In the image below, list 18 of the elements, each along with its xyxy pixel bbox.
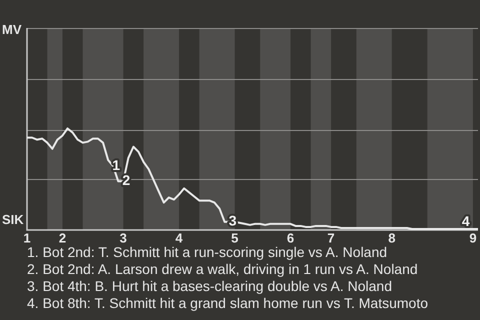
x-tick-label: 9 (469, 230, 477, 246)
x-tick-label: 1 (23, 230, 31, 246)
text: 3. Bot 4th: B. Hurt hit a bases-clearing double vs A. Noland (27, 278, 393, 295)
x-tick-label: 7 (327, 230, 335, 246)
text: 4. Bot 8th: T. Schmitt hit a grand slam home run vs T. Matsumoto (27, 295, 428, 312)
text: 2. Bot 2nd: A. Larson drew a walk, driving in 1 run vs A. Noland (27, 261, 419, 278)
x-tick-label: 8 (388, 230, 396, 246)
x-tick-label: 4 (175, 230, 184, 246)
annotation: 4 (462, 212, 470, 229)
x-tick-label: 6 (286, 230, 294, 246)
text: MV (2, 22, 22, 37)
x-tick-label: 5 (231, 230, 238, 246)
annotation: 1 (112, 156, 120, 173)
x-tick-label: 2 (58, 230, 66, 246)
text: SIK (2, 212, 24, 227)
annotation: 2 (122, 172, 130, 188)
x-tick-label: 3 (120, 230, 127, 246)
text: 1. Bot 2nd: T. Schmitt hit a run-scoring single vs A. Noland (27, 244, 388, 261)
